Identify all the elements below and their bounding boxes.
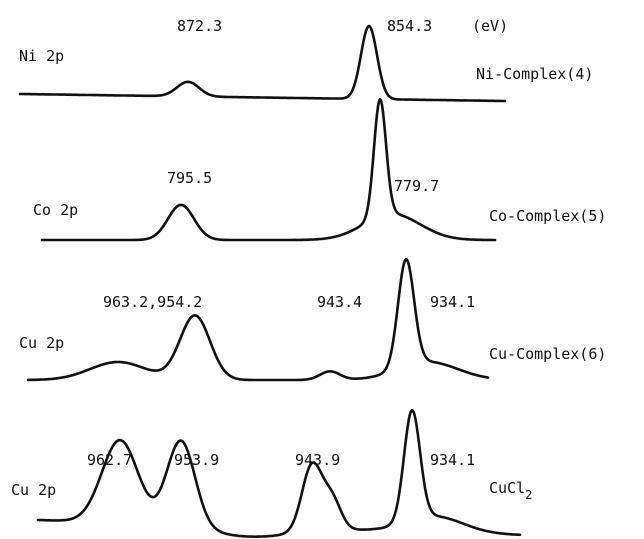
panel-ni-2p: Ni 2p 872.3 854.3 (eV) Ni-Complex(4) [18, 17, 593, 103]
spectrum-trace-cu-complex [26, 257, 490, 382]
spectrum-trace-co-complex [40, 98, 497, 242]
peak-label-co-795-5: 795.5 [167, 169, 212, 187]
sample-label-co-complex: Co-Complex(5) [489, 207, 606, 225]
peak-label-cu-963-2-954-2: 963.2,954.2 [103, 293, 202, 311]
sample-label-cu-complex: Cu-Complex(6) [489, 345, 606, 363]
peak-label-ni-872-3: 872.3 [177, 17, 222, 35]
orbital-label-cu-2p: Cu 2p [11, 481, 56, 499]
orbital-label-cu-2p: Cu 2p [19, 334, 64, 352]
unit-label: (eV) [472, 17, 508, 35]
peak-label-co-779-7: 779.7 [394, 177, 439, 195]
spectrum-trace-cucl2 [36, 408, 522, 538]
sample-label-ni-complex: Ni-Complex(4) [476, 65, 593, 83]
sample-subscript: 2 [525, 488, 532, 502]
peak-label-cucl2-943-9: 943.9 [295, 451, 340, 469]
peak-label-ni-854-3: 854.3 [387, 17, 432, 35]
peak-label-cucl2-934-1: 934.1 [430, 451, 475, 469]
panel-cu-2p-complex: Cu 2p 963.2,954.2 943.4 934.1 Cu-Complex… [19, 257, 606, 382]
spectrum-trace-ni-complex [18, 24, 507, 103]
orbital-label-ni-2p: Ni 2p [19, 47, 64, 65]
panel-co-2p: Co 2p 795.5 779.7 Co-Complex(5) [33, 98, 606, 242]
panel-cu-2p-cucl2: Cu 2p 962.7 953.9 943.9 934.1 CuCl2 [11, 408, 532, 538]
peak-label-cucl2-953-9: 953.9 [174, 451, 219, 469]
peak-label-cu-934-1: 934.1 [430, 293, 475, 311]
sample-label-cucl2: CuCl2 [489, 479, 532, 502]
peak-label-cucl2-962-7: 962.7 [87, 451, 132, 469]
peak-label-cu-943-4: 943.4 [317, 293, 362, 311]
orbital-label-co-2p: Co 2p [33, 201, 78, 219]
